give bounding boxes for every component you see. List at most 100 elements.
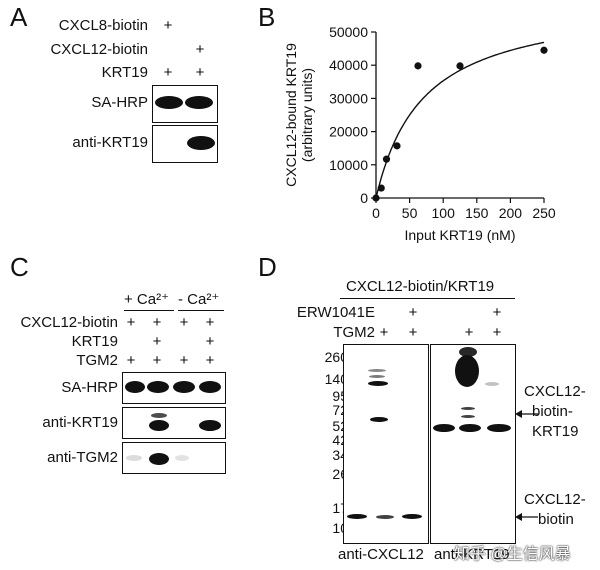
fit-curve [375,41,545,199]
d-header-line [340,298,515,299]
band [433,424,455,432]
band [455,355,479,387]
row-label: CXCL8-biotin [58,17,148,34]
y-tick-label: 10000 [329,157,368,173]
sign: + [152,314,162,331]
x-tick-label: 250 [532,205,556,221]
data-point [382,155,391,163]
blot-label-a-anti-krt19: anti-KRT19 [72,134,148,151]
blot-a-anti-krt19 [152,125,218,163]
row-label: KRT19 [101,64,148,81]
binding-curve-chart: 0 10000 20000 30000 40000 50000 0 50 100 150 200 25… [283,24,556,243]
band [461,415,475,418]
data-point [393,142,401,150]
sign: + [163,64,173,81]
arrow-label-complex: CXCL12- biotin- KRT19 [524,382,586,442]
band [368,369,386,372]
arrow-text-line: biotin- [532,403,573,420]
sign: + [464,324,474,341]
band [487,424,511,432]
y-tick-label: 0 [360,190,368,206]
y-axis-label: CXCL12-bound KRT19 [283,43,299,187]
y-tick-label: 50000 [329,24,368,40]
row-label: CXCL12-biotin [50,41,148,58]
mw-marker: 260 [324,349,348,365]
x-axis-label: Input KRT19 (nM) [404,227,515,243]
ca-plus-line [124,310,174,311]
d-header: CXCL12-biotin/KRT19 [346,278,495,295]
x-tick-label: 50 [402,205,418,221]
band [149,453,169,465]
band [175,455,189,461]
sign: + [126,352,136,369]
y-tick-label: 40000 [329,57,368,73]
row-label: TGM2 [333,324,375,341]
data-point [414,62,422,70]
panel-label-c: C [10,252,29,282]
blot-label-a-sa-hrp: SA-HRP [91,94,148,111]
band [199,381,221,393]
sign: + [205,352,215,369]
blot-label-c-anti-krt19: anti-KRT19 [42,414,118,431]
band [147,381,169,393]
sign: + [179,314,189,331]
band [402,514,422,519]
y-axis-sublabel: (arbitrary units) [299,68,315,162]
blot-d-anti-krt19 [430,344,516,544]
blot-a-sa-hrp [152,85,218,123]
data-point [372,194,380,202]
band [187,136,215,150]
arrow-text-line: CXCL12- [524,491,586,508]
sign: + [195,41,205,58]
band [461,407,475,410]
ca-minus-line [178,310,224,311]
data-point [456,62,464,70]
band [485,382,499,386]
x-tick-label: 100 [432,205,456,221]
d-blot-label-cxcl12: anti-CXCL12 [338,546,424,563]
band [459,347,477,357]
band [459,424,481,432]
sign: + [179,352,189,369]
blot-d-anti-cxcl12 [343,344,429,544]
ca-minus-label: - Ca²⁺ [178,291,220,308]
sign: + [152,333,162,350]
arrow-icon [515,410,538,418]
d-blot-label-krt19: anti-KRT19 [434,546,510,563]
arrow-text-line: CXCL12- [524,383,586,400]
y-tick-label: 30000 [329,90,368,106]
x-tick-label: 200 [499,205,523,221]
band [347,514,367,519]
band [185,96,213,109]
panel-label-b: B [258,2,276,32]
data-point [377,184,385,192]
band [173,381,195,393]
arrow-label-free: CXCL12- biotin [524,490,586,530]
arrow-icon [515,513,538,521]
y-tick-label: 20000 [329,124,368,140]
ca-plus-label: + Ca²⁺ [124,291,170,308]
panel-label-a: A [10,2,28,32]
watermark: 知乎 @生信风暴 [454,546,571,563]
band [376,515,394,519]
row-label: KRT19 [71,333,118,350]
sign: + [152,352,162,369]
blot-c-sa-hrp [122,372,226,404]
sign: + [163,17,173,34]
band [149,420,169,431]
x-tick-label: 0 [372,205,380,221]
blot-c-anti-krt19 [122,407,226,439]
arrow-text-line: biotin [538,511,574,528]
band [155,96,183,109]
band [126,455,142,461]
blot-c-anti-tgm2 [122,442,226,474]
sign: + [126,314,136,331]
panel-label-d: D [258,252,277,282]
band [368,381,388,386]
row-label: TGM2 [76,352,118,369]
band [369,375,385,378]
band [151,413,167,418]
sign: + [408,304,418,321]
band [125,381,145,393]
sign: + [379,324,389,341]
